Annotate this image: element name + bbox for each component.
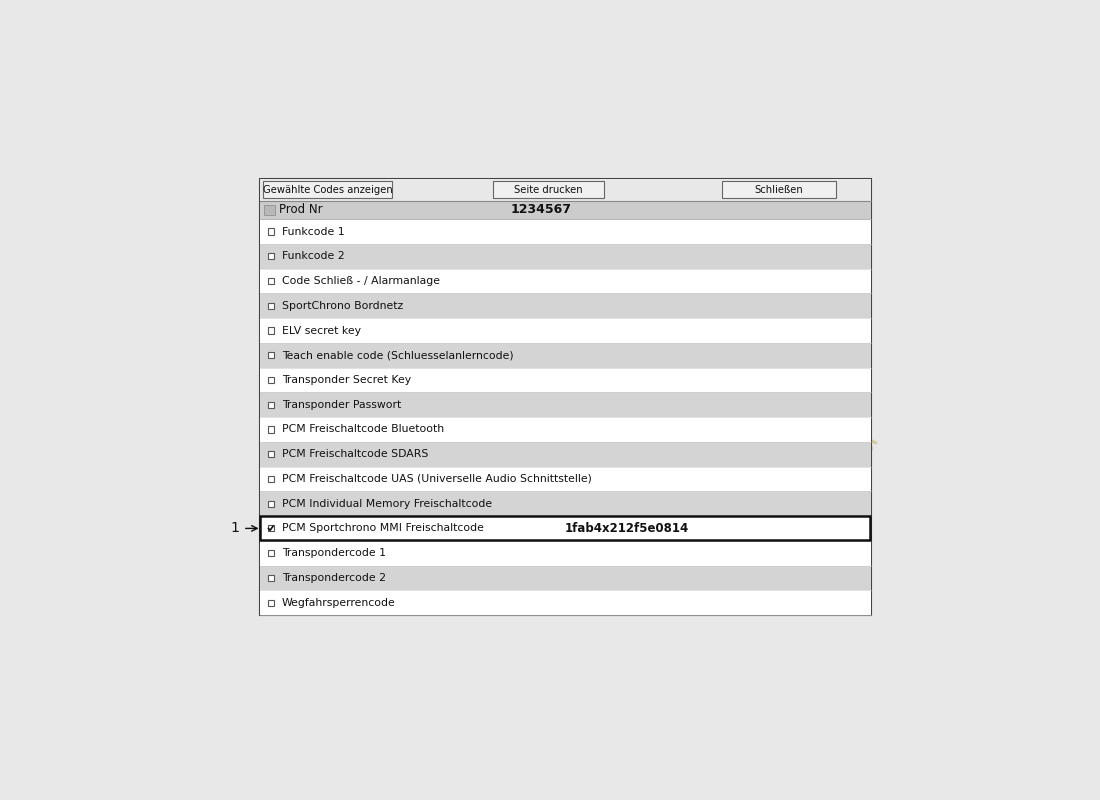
- Text: Transponder Secret Key: Transponder Secret Key: [282, 375, 410, 385]
- Bar: [263, 182, 393, 198]
- Bar: [260, 201, 871, 219]
- Circle shape: [548, 289, 750, 489]
- Text: Wegfahrsperrencode: Wegfahrsperrencode: [282, 598, 395, 608]
- Bar: [260, 368, 871, 392]
- Bar: [260, 491, 871, 516]
- Text: SportChrono Bordnetz: SportChrono Bordnetz: [282, 301, 403, 310]
- Bar: [260, 566, 871, 590]
- Text: 1234567: 1234567: [510, 203, 571, 217]
- Bar: [260, 244, 871, 269]
- Bar: [267, 426, 274, 433]
- Text: 1fab4x212f5e0814: 1fab4x212f5e0814: [564, 522, 689, 535]
- Bar: [260, 179, 871, 201]
- Bar: [267, 550, 274, 556]
- Bar: [260, 442, 871, 466]
- Text: ELV secret key: ELV secret key: [282, 326, 361, 335]
- Bar: [267, 501, 274, 506]
- Bar: [260, 294, 871, 318]
- Bar: [267, 451, 274, 458]
- Bar: [267, 302, 274, 309]
- Bar: [267, 377, 274, 383]
- Text: PCM Freischaltcode SDARS: PCM Freischaltcode SDARS: [282, 449, 428, 459]
- Text: Code Schließ - / Alarmanlage: Code Schließ - / Alarmanlage: [282, 276, 440, 286]
- Bar: [260, 590, 871, 615]
- Bar: [267, 526, 274, 531]
- Text: 1: 1: [231, 522, 240, 535]
- Bar: [267, 327, 274, 334]
- Text: PCM Freischaltcode UAS (Universelle Audio Schnittstelle): PCM Freischaltcode UAS (Universelle Audi…: [282, 474, 592, 484]
- Bar: [260, 541, 871, 566]
- Text: Funkcode 1: Funkcode 1: [282, 226, 344, 237]
- Bar: [267, 402, 274, 408]
- Text: Transponder Passwort: Transponder Passwort: [282, 400, 400, 410]
- Circle shape: [529, 270, 769, 508]
- Text: Prod Nr: Prod Nr: [279, 203, 323, 217]
- Bar: [267, 476, 274, 482]
- Bar: [722, 182, 836, 198]
- Bar: [267, 278, 274, 284]
- Bar: [260, 343, 871, 368]
- Text: Transpondercode 1: Transpondercode 1: [282, 548, 386, 558]
- Bar: [260, 269, 871, 294]
- Bar: [260, 392, 871, 417]
- Text: Transpondercode 2: Transpondercode 2: [282, 573, 386, 583]
- Bar: [267, 574, 274, 581]
- Bar: [260, 417, 871, 442]
- Text: Funkcode 2: Funkcode 2: [282, 251, 344, 262]
- Bar: [260, 219, 871, 244]
- Text: Gewählte Codes anzeigen: Gewählte Codes anzeigen: [263, 185, 393, 195]
- Text: PCM Freischaltcode Bluetooth: PCM Freischaltcode Bluetooth: [282, 425, 443, 434]
- Text: Schließen: Schließen: [755, 185, 803, 195]
- Bar: [260, 466, 871, 491]
- Bar: [267, 599, 274, 606]
- Bar: [267, 254, 274, 259]
- Bar: [493, 182, 604, 198]
- Bar: [267, 229, 274, 234]
- Bar: [260, 179, 871, 615]
- Bar: [260, 516, 871, 541]
- Bar: [264, 205, 275, 215]
- Bar: [267, 352, 274, 358]
- Text: a passion for parts since 1985: a passion for parts since 1985: [513, 253, 879, 463]
- Text: Seite drucken: Seite drucken: [514, 185, 583, 195]
- Text: PCM Sportchrono MMI Freischaltcode: PCM Sportchrono MMI Freischaltcode: [282, 523, 484, 534]
- Bar: [260, 318, 871, 343]
- Bar: [261, 517, 870, 540]
- Text: PCM Individual Memory Freischaltcode: PCM Individual Memory Freischaltcode: [282, 498, 492, 509]
- Text: Teach enable code (Schluesselanlerncode): Teach enable code (Schluesselanlerncode): [282, 350, 514, 360]
